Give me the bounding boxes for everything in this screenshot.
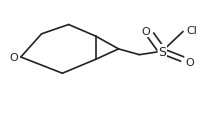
Text: S: S bbox=[158, 45, 166, 58]
Text: O: O bbox=[185, 57, 194, 67]
Text: O: O bbox=[141, 27, 150, 37]
Text: O: O bbox=[9, 53, 18, 62]
Text: Cl: Cl bbox=[186, 26, 197, 36]
